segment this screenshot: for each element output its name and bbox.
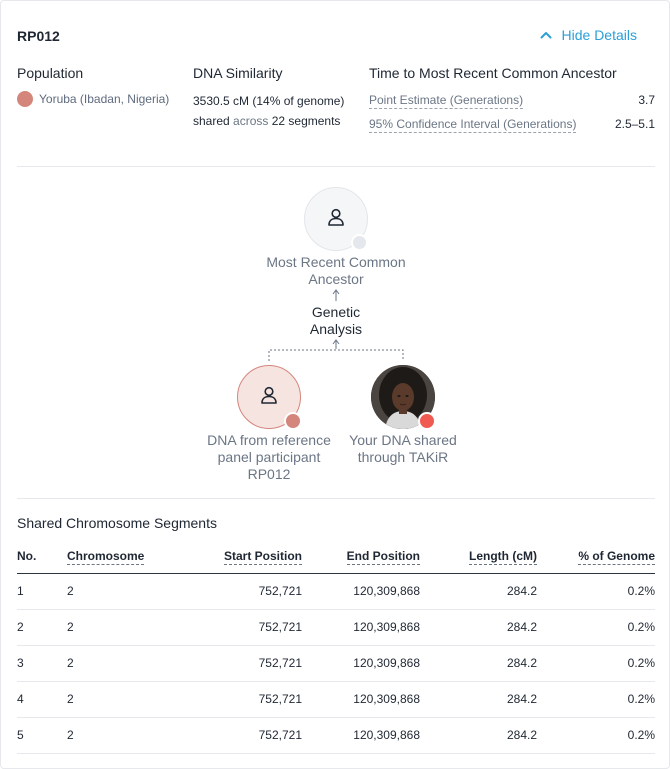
cell-end: 120,309,868 xyxy=(302,573,420,610)
reference-color-dot xyxy=(284,412,302,430)
cell-percent: 0.2% xyxy=(537,681,655,718)
user-color-dot xyxy=(418,412,436,430)
population-heading: Population xyxy=(17,65,84,81)
divider xyxy=(17,498,655,499)
cell-length: 284.2 xyxy=(420,681,537,718)
cell-start: 752,721 xyxy=(177,681,302,718)
population-value: Yoruba (Ibadan, Nigeria) xyxy=(17,91,169,107)
cell-chromosome: 2 xyxy=(67,645,177,682)
table-row: 3 2 752,721 120,309,868 284.2 0.2% xyxy=(17,645,655,682)
cell-length: 284.2 xyxy=(420,645,537,682)
table-row: 5 2 752,721 120,309,868 284.2 0.2% xyxy=(17,717,655,754)
point-estimate-label[interactable]: Point Estimate (Generations) xyxy=(369,93,524,109)
table-row: 2 2 752,721 120,309,868 284.2 0.2% xyxy=(17,609,655,646)
cell-no: 5 xyxy=(17,717,67,754)
dna-similarity-heading: DNA Similarity xyxy=(193,65,283,81)
similarity-text-before: 3530.5 cM (14% of genome) shared xyxy=(193,94,345,128)
col-header-length[interactable]: Length (cM) xyxy=(420,539,537,574)
cell-no: 1 xyxy=(17,573,67,610)
hide-details-button[interactable]: Hide Details xyxy=(540,27,637,43)
confidence-interval-label[interactable]: 95% Confidence Interval (Generations) xyxy=(369,117,577,133)
cell-length: 284.2 xyxy=(420,609,537,646)
cell-length: 284.2 xyxy=(420,573,537,610)
cell-start: 752,721 xyxy=(177,717,302,754)
ancestor-status-dot xyxy=(351,234,368,251)
population-label: Yoruba (Ibadan, Nigeria) xyxy=(39,92,170,106)
table-row: 4 2 752,721 120,309,868 284.2 0.2% xyxy=(17,681,655,718)
cell-start: 752,721 xyxy=(177,645,302,682)
person-icon xyxy=(326,207,346,232)
participant-id-title: RP012 xyxy=(17,28,60,44)
diagram-connectors xyxy=(268,289,404,361)
cell-start: 752,721 xyxy=(177,573,302,610)
similarity-text-after: 22 segments xyxy=(268,114,341,128)
hide-details-label: Hide Details xyxy=(561,27,637,43)
tmrca-confidence-interval-row: 95% Confidence Interval (Generations) 2.… xyxy=(369,117,655,133)
tmrca-point-estimate-row: Point Estimate (Generations) 3.7 xyxy=(369,93,655,109)
cell-percent: 0.2% xyxy=(537,717,655,754)
cell-start: 752,721 xyxy=(177,609,302,646)
col-header-chromosome[interactable]: Chromosome xyxy=(67,539,177,574)
user-dna-label: Your DNA shared through TAKiR xyxy=(349,432,457,465)
dna-similarity-value: 3530.5 cM (14% of genome) shared across … xyxy=(193,91,353,131)
cell-percent: 0.2% xyxy=(537,645,655,682)
genetic-analysis-label: Genetic Analysis xyxy=(309,304,363,337)
cell-length: 284.2 xyxy=(420,717,537,754)
cell-end: 120,309,868 xyxy=(302,681,420,718)
similarity-text-muted: across xyxy=(233,114,269,128)
segments-table: No. Chromosome Start Position End Positi… xyxy=(17,539,655,754)
cell-chromosome: 2 xyxy=(67,681,177,718)
divider xyxy=(17,166,655,167)
cell-end: 120,309,868 xyxy=(302,645,420,682)
population-color-dot xyxy=(17,91,33,107)
table-header-row: No. Chromosome Start Position End Positi… xyxy=(17,539,655,574)
cell-chromosome: 2 xyxy=(67,609,177,646)
col-header-end-position[interactable]: End Position xyxy=(302,539,420,574)
table-row: 1 2 752,721 120,309,868 284.2 0.2% xyxy=(17,573,655,610)
ancestor-node xyxy=(304,187,368,251)
cell-chromosome: 2 xyxy=(67,573,177,610)
cell-percent: 0.2% xyxy=(537,609,655,646)
cell-no: 3 xyxy=(17,645,67,682)
cell-end: 120,309,868 xyxy=(302,609,420,646)
person-icon xyxy=(259,385,279,410)
cell-no: 2 xyxy=(17,609,67,646)
cell-chromosome: 2 xyxy=(67,717,177,754)
confidence-interval-value: 2.5–5.1 xyxy=(614,117,655,131)
ancestor-label: Most Recent Common Ancestor xyxy=(266,254,406,287)
col-header-start-position[interactable]: Start Position xyxy=(177,539,302,574)
segments-title: Shared Chromosome Segments xyxy=(17,515,217,531)
cell-end: 120,309,868 xyxy=(302,717,420,754)
chevron-up-icon xyxy=(540,31,552,39)
col-header-no: No. xyxy=(17,539,67,574)
col-header-percent-genome[interactable]: % of Genome xyxy=(537,539,655,574)
tmrca-heading: Time to Most Recent Common Ancestor xyxy=(369,65,617,81)
cell-percent: 0.2% xyxy=(537,573,655,610)
cell-no: 4 xyxy=(17,681,67,718)
reference-label: DNA from reference panel participant RP0… xyxy=(207,432,331,482)
point-estimate-value: 3.7 xyxy=(638,93,655,107)
